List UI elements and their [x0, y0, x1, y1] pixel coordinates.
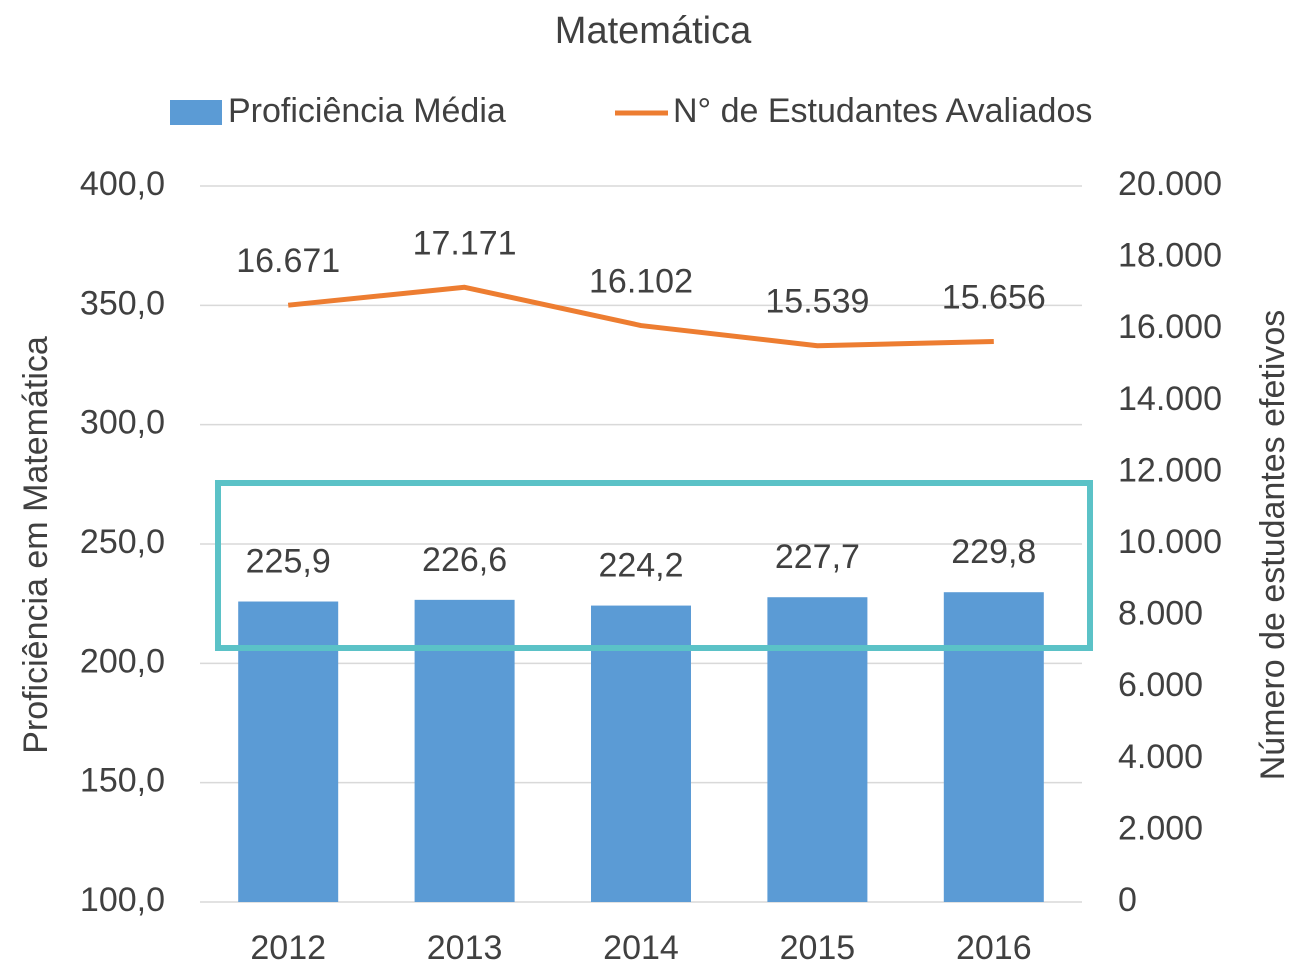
y2-tick-label: 4.000 — [1118, 738, 1203, 776]
y-tick-label: 250,0 — [80, 523, 165, 561]
y-tick-label: 100,0 — [80, 881, 165, 919]
y2-axis-title: Número de estudantes efetivos — [1254, 310, 1292, 781]
legend-label: Proficiência Média — [228, 92, 506, 130]
data-label: 229,8 — [951, 533, 1036, 571]
highlight-box — [215, 480, 1093, 651]
x-tick-label: 2016 — [956, 929, 1032, 967]
x-tick-label: 2015 — [780, 929, 856, 967]
bar — [591, 605, 691, 902]
y-tick-label: 400,0 — [80, 165, 165, 203]
data-label: 224,2 — [598, 547, 683, 585]
y2-tick-label: 12.000 — [1118, 451, 1222, 489]
y-axis-title: Proficiência em Matemática — [17, 336, 55, 754]
x-tick-label: 2012 — [250, 929, 326, 967]
y2-tick-label: 14.000 — [1118, 380, 1222, 418]
legend-swatch — [170, 100, 222, 125]
chart-title: Matemática — [555, 10, 752, 52]
data-label: 227,7 — [775, 538, 860, 576]
bar — [767, 597, 868, 902]
y2-tick-label: 0 — [1118, 881, 1137, 919]
data-label: 16.671 — [236, 242, 340, 280]
data-label: 225,9 — [246, 543, 331, 581]
x-tick-label: 2014 — [603, 929, 679, 967]
y-tick-label: 200,0 — [80, 642, 165, 680]
bar — [943, 592, 1044, 902]
y2-tick-label: 6.000 — [1118, 666, 1203, 704]
y2-tick-label: 16.000 — [1118, 308, 1222, 346]
y2-tick-label: 10.000 — [1118, 523, 1222, 561]
data-label: 15.539 — [765, 283, 869, 321]
y2-tick-label: 2.000 — [1118, 809, 1203, 847]
bar — [238, 601, 339, 902]
y2-tick-label: 8.000 — [1118, 595, 1203, 633]
y-tick-label: 300,0 — [80, 404, 165, 442]
data-label: 16.102 — [589, 263, 693, 301]
x-tick-label: 2013 — [427, 929, 503, 967]
legend-label: N° de Estudantes Avaliados — [673, 92, 1092, 130]
y-tick-label: 150,0 — [80, 762, 165, 800]
data-label: 226,6 — [422, 541, 507, 579]
line — [287, 284, 994, 349]
y-tick-label: 350,0 — [80, 284, 165, 322]
y2-tick-label: 20.000 — [1118, 165, 1222, 203]
data-label: 15.656 — [942, 278, 1046, 316]
y2-tick-label: 18.000 — [1118, 237, 1222, 275]
data-label: 17.171 — [413, 224, 517, 262]
